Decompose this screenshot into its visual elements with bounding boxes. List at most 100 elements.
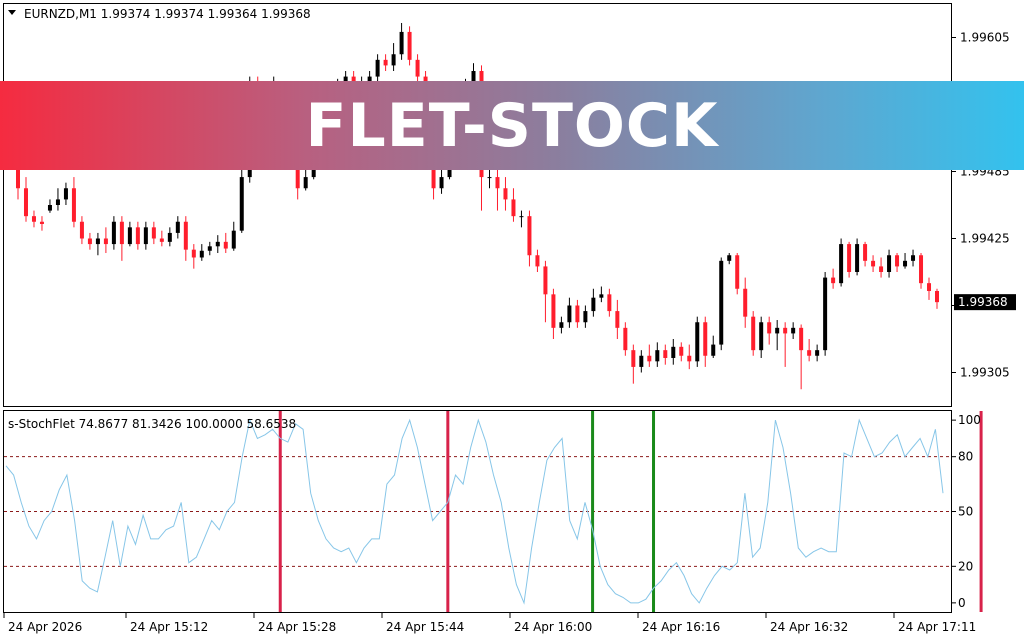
candle [615, 299, 620, 339]
candle [719, 257, 724, 351]
candle [551, 288, 556, 339]
candle [783, 322, 788, 367]
current-price-tag [954, 294, 1016, 311]
candle [439, 165, 444, 194]
candle [863, 241, 868, 267]
candle [559, 316, 564, 334]
candle [175, 216, 180, 239]
watermark-banner: FLET-STOCK [0, 81, 1024, 170]
candle [663, 344, 668, 365]
indicator-label: s-StochFlet 74.8677 81.3426 100.0000 58.… [8, 417, 296, 431]
candle [159, 230, 164, 247]
candle [23, 177, 28, 222]
candle [575, 299, 580, 328]
candle [671, 339, 676, 365]
candle [151, 221, 156, 245]
candle [887, 249, 892, 278]
candle [799, 324, 804, 390]
candle [111, 216, 116, 250]
candle [79, 216, 84, 245]
candle [407, 26, 412, 66]
stoch-line [5, 418, 944, 605]
candle [743, 277, 748, 328]
candle [503, 177, 508, 211]
banner-title: FLET-STOCK [305, 90, 719, 161]
time-tick-label: 24 Apr 16:00 [514, 620, 592, 634]
candle [759, 316, 764, 358]
time-tick-label: 24 Apr 15:28 [258, 620, 336, 634]
time-tick-label: 24 Apr 2026 [8, 620, 82, 634]
price-tick-label: 1.99605 [960, 31, 1010, 45]
candle [383, 54, 388, 71]
candle [63, 182, 68, 205]
symbol-dropdown-icon[interactable] [8, 10, 16, 15]
candle [87, 232, 92, 250]
candle [167, 227, 172, 247]
candle [767, 316, 772, 345]
candle [55, 188, 60, 211]
price-tick-label: 1.99305 [960, 366, 1010, 380]
candle [695, 316, 700, 367]
candle [103, 227, 108, 254]
candle [215, 235, 220, 254]
time-tick-label: 24 Apr 15:44 [386, 620, 464, 634]
candle [751, 311, 756, 356]
indicator-tick-label: 80 [958, 450, 973, 464]
time-tick-label: 24 Apr 15:12 [130, 620, 208, 634]
price-tick-label: 1.99425 [960, 232, 1010, 246]
indicator-tick-label: 0 [958, 596, 966, 610]
candle [791, 322, 796, 339]
candle [735, 253, 740, 295]
candle [303, 165, 308, 191]
candle [143, 221, 148, 250]
candle [231, 221, 236, 251]
candle [607, 288, 612, 317]
indicator-levels [4, 456, 951, 567]
candle [223, 232, 228, 254]
time-axis: 24 Apr 2026 24 Apr 15:12 24 Apr 15:28 24 Ap… [3, 612, 976, 634]
indicator-axis: 100 80 50 20 0 [951, 413, 981, 610]
candle [639, 350, 644, 373]
candle [527, 210, 532, 267]
candle [39, 216, 44, 231]
candle [591, 288, 596, 317]
candle [839, 238, 844, 287]
candle [191, 244, 196, 269]
candle [823, 272, 828, 356]
candle [567, 297, 572, 328]
candle [95, 232, 100, 256]
symbol-info: EURNZD,M1 1.99374 1.99374 1.99364 1.9936… [24, 7, 311, 21]
candle [935, 288, 940, 309]
candle [847, 241, 852, 278]
candle [711, 335, 716, 358]
candle [631, 344, 636, 384]
candle [199, 244, 204, 261]
candle [679, 342, 684, 362]
candle [511, 188, 516, 222]
candle [871, 255, 876, 272]
candle [519, 210, 524, 228]
candle [655, 342, 660, 367]
candle [855, 238, 860, 276]
candle [399, 22, 404, 60]
time-tick-label: 24 Apr 17:11 [898, 620, 976, 634]
candle [831, 268, 836, 289]
candle [775, 320, 780, 351]
candle [47, 199, 52, 213]
candle [119, 216, 124, 261]
candle [687, 344, 692, 370]
price-pane[interactable] [3, 3, 952, 407]
time-tick-label: 24 Apr 16:32 [770, 620, 848, 634]
signal-lines [278, 411, 983, 612]
candle [31, 210, 36, 228]
candle [71, 177, 76, 228]
candle [207, 241, 212, 256]
current-price-label: 1.99368 [958, 295, 1008, 309]
candle [495, 165, 500, 211]
candle [583, 305, 588, 328]
candle [815, 344, 820, 362]
candle [135, 221, 140, 250]
indicator-tick-label: 50 [958, 505, 973, 519]
indicator-tick-label: 100 [958, 413, 981, 427]
